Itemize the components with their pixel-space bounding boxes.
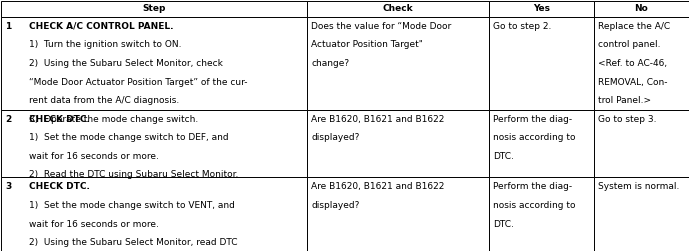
Text: nosis according to: nosis according to [493, 201, 576, 210]
Text: 2: 2 [6, 115, 12, 124]
Text: CHECK DTC.: CHECK DTC. [29, 182, 90, 192]
Text: Go to step 2.: Go to step 2. [493, 22, 552, 31]
Bar [489, 17, 594, 110]
Text: Go to step 3.: Go to step 3. [598, 115, 656, 124]
Bar [307, 1, 489, 17]
Text: Step: Step [143, 4, 166, 13]
Text: 1)  Turn the ignition switch to ON.: 1) Turn the ignition switch to ON. [29, 40, 181, 49]
Bar [594, 110, 689, 177]
Text: 2)  Read the DTC using Subaru Select Monitor.: 2) Read the DTC using Subaru Select Moni… [29, 170, 238, 179]
Text: 2)  Using the Subaru Select Monitor, read DTC: 2) Using the Subaru Select Monitor, read… [29, 238, 237, 247]
Text: <Ref. to AC-46,: <Ref. to AC-46, [598, 59, 667, 68]
Text: 3: 3 [6, 182, 12, 192]
Text: wait for 16 seconds or more.: wait for 16 seconds or more. [29, 220, 159, 229]
Bar [1, 110, 307, 177]
Text: 2)  Using the Subaru Select Monitor, check: 2) Using the Subaru Select Monitor, chec… [29, 59, 223, 68]
Text: No: No [634, 4, 648, 13]
Bar [594, 177, 689, 251]
Text: 1)  Set the mode change switch to VENT, and: 1) Set the mode change switch to VENT, a… [29, 201, 235, 210]
Text: Are B1620, B1621 and B1622: Are B1620, B1621 and B1622 [311, 115, 444, 124]
Text: 1)  Set the mode change switch to DEF, and: 1) Set the mode change switch to DEF, an… [29, 133, 228, 142]
Bar [1, 17, 307, 110]
Bar [489, 110, 594, 177]
Text: nosis according to: nosis according to [493, 133, 576, 142]
Text: control panel.: control panel. [598, 40, 660, 49]
Text: CHECK DTC.: CHECK DTC. [29, 115, 90, 124]
Text: displayed?: displayed? [311, 201, 359, 210]
Bar [307, 110, 489, 177]
Text: displayed?: displayed? [311, 133, 359, 142]
Text: “Mode Door Actuator Position Target” of the cur-: “Mode Door Actuator Position Target” of … [29, 78, 248, 86]
Text: Actuator Position Target": Actuator Position Target" [311, 40, 423, 49]
Bar [307, 177, 489, 251]
Bar [594, 17, 689, 110]
Text: CHECK A/C CONTROL PANEL.: CHECK A/C CONTROL PANEL. [29, 22, 173, 31]
Text: Perform the diag-: Perform the diag- [493, 182, 573, 192]
Text: DTC.: DTC. [493, 152, 514, 161]
Bar [1, 1, 307, 17]
Text: Check: Check [383, 4, 413, 13]
Text: Perform the diag-: Perform the diag- [493, 115, 573, 124]
Text: 3)  Operate the mode change switch.: 3) Operate the mode change switch. [29, 115, 198, 124]
Bar [1, 177, 307, 251]
Text: DTC.: DTC. [493, 220, 514, 229]
Bar [489, 1, 594, 17]
Bar [489, 177, 594, 251]
Text: Replace the A/C: Replace the A/C [598, 22, 670, 31]
Text: wait for 16 seconds or more.: wait for 16 seconds or more. [29, 152, 159, 161]
Text: change?: change? [311, 59, 349, 68]
Text: Yes: Yes [533, 4, 550, 13]
Text: Are B1620, B1621 and B1622: Are B1620, B1621 and B1622 [311, 182, 444, 192]
Text: 1: 1 [6, 22, 12, 31]
Text: trol Panel.>: trol Panel.> [598, 96, 651, 105]
Text: rent data from the A/C diagnosis.: rent data from the A/C diagnosis. [29, 96, 179, 105]
Bar [594, 1, 689, 17]
Text: System is normal.: System is normal. [598, 182, 679, 192]
Text: REMOVAL, Con-: REMOVAL, Con- [598, 78, 667, 86]
Bar [307, 17, 489, 110]
Text: Does the value for “Mode Door: Does the value for “Mode Door [311, 22, 451, 31]
